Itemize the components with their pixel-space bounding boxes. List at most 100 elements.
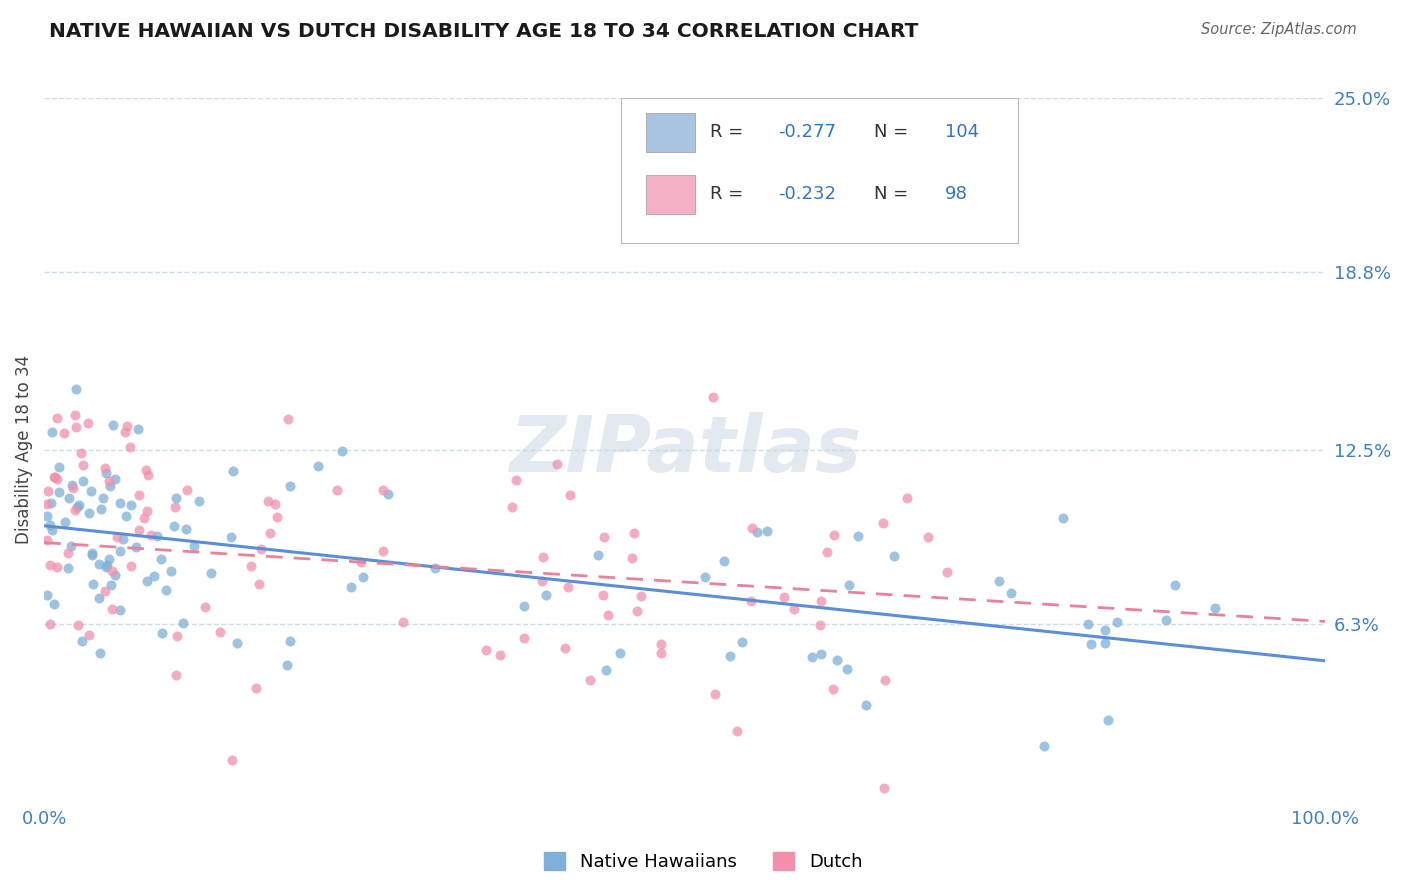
Point xyxy=(823,682,845,697)
Point xyxy=(80,548,103,562)
Point xyxy=(104,568,127,582)
Point xyxy=(280,634,302,648)
Point xyxy=(105,530,128,544)
Point xyxy=(94,466,117,480)
Text: Source: ZipAtlas.com: Source: ZipAtlas.com xyxy=(1201,22,1357,37)
Point xyxy=(772,590,794,604)
Point xyxy=(44,470,66,484)
Point xyxy=(166,630,188,644)
Point xyxy=(250,541,273,556)
Point xyxy=(718,648,741,663)
Point xyxy=(39,496,62,510)
Point xyxy=(1052,511,1074,525)
Point xyxy=(41,425,63,439)
Point xyxy=(276,657,298,672)
Point xyxy=(731,635,754,649)
Point xyxy=(239,558,262,573)
Point xyxy=(35,589,58,603)
Point xyxy=(120,558,142,573)
Point xyxy=(91,491,114,505)
Point xyxy=(46,410,69,425)
Point xyxy=(48,485,70,500)
Point xyxy=(823,528,845,542)
Point xyxy=(183,539,205,553)
Point xyxy=(72,458,94,472)
Point xyxy=(810,647,832,661)
Point xyxy=(128,523,150,537)
Point xyxy=(127,422,149,436)
Point xyxy=(63,503,86,517)
Point xyxy=(56,546,79,560)
Point xyxy=(37,484,59,499)
Point xyxy=(371,544,394,558)
Point xyxy=(350,555,373,569)
Text: R =: R = xyxy=(710,123,749,141)
Point xyxy=(155,582,177,597)
Point xyxy=(650,646,672,660)
Point xyxy=(56,561,79,575)
Point xyxy=(139,527,162,541)
Point xyxy=(80,484,103,499)
Point xyxy=(115,419,138,434)
Point xyxy=(593,531,616,545)
Point xyxy=(41,523,63,537)
Point xyxy=(45,559,67,574)
Text: NATIVE HAWAIIAN VS DUTCH DISABILITY AGE 18 TO 34 CORRELATION CHART: NATIVE HAWAIIAN VS DUTCH DISABILITY AGE … xyxy=(49,22,918,41)
Point xyxy=(165,491,187,505)
Point xyxy=(114,425,136,439)
Point xyxy=(42,597,65,611)
Point xyxy=(200,566,222,580)
Point xyxy=(800,650,823,665)
Point xyxy=(988,574,1011,589)
Point xyxy=(53,516,76,530)
Point xyxy=(62,481,84,495)
Point xyxy=(872,516,894,530)
Point xyxy=(1204,601,1226,615)
Point xyxy=(352,570,374,584)
Point xyxy=(475,643,498,657)
Point xyxy=(114,508,136,523)
Point xyxy=(1097,713,1119,727)
Point xyxy=(66,500,89,514)
Point xyxy=(846,529,869,543)
Point xyxy=(256,493,278,508)
Point xyxy=(149,552,172,566)
Point xyxy=(70,633,93,648)
Point xyxy=(194,600,217,615)
Point xyxy=(96,558,118,572)
Point xyxy=(596,608,619,623)
Point xyxy=(135,462,157,476)
Point xyxy=(1107,615,1129,629)
Point xyxy=(38,616,60,631)
Point xyxy=(94,560,117,574)
Point xyxy=(745,524,768,539)
Point xyxy=(39,558,62,572)
Point xyxy=(163,519,186,533)
Point xyxy=(783,602,806,616)
Text: 98: 98 xyxy=(945,186,967,203)
Point xyxy=(176,483,198,498)
Point xyxy=(835,662,858,676)
Point xyxy=(815,545,838,559)
Point xyxy=(725,724,748,739)
Point xyxy=(557,580,579,594)
Point xyxy=(531,549,554,564)
Point xyxy=(112,532,135,546)
Point xyxy=(650,637,672,651)
Point xyxy=(67,498,90,512)
Point xyxy=(172,616,194,631)
Point xyxy=(756,524,779,539)
Point xyxy=(222,464,245,478)
Point xyxy=(128,488,150,502)
Point xyxy=(44,470,66,484)
Point xyxy=(1077,616,1099,631)
Point xyxy=(59,540,82,554)
Point xyxy=(94,460,117,475)
Point xyxy=(35,533,58,548)
Point xyxy=(873,673,896,687)
Point xyxy=(136,504,159,518)
Point xyxy=(586,548,609,562)
Point xyxy=(702,390,724,404)
Point xyxy=(67,618,90,632)
Point xyxy=(534,588,557,602)
